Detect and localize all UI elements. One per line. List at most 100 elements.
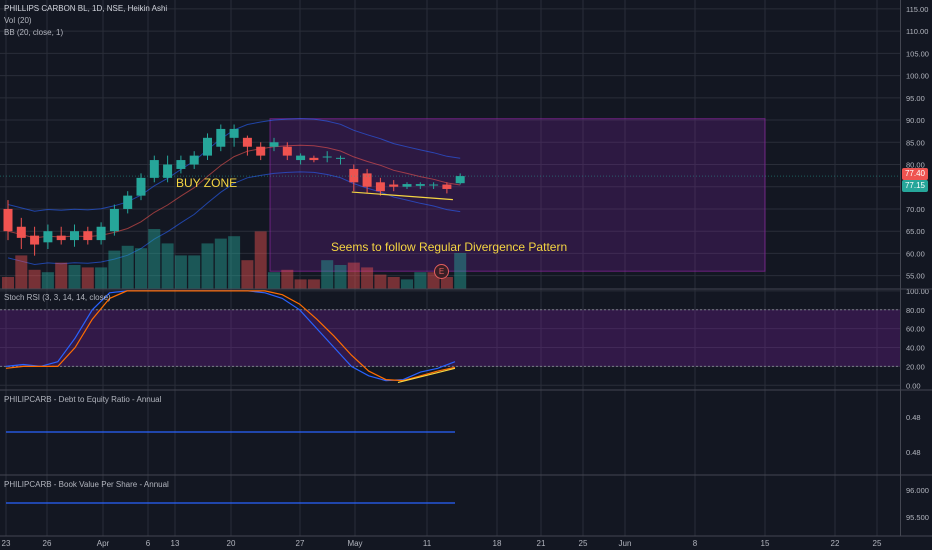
volume-bar <box>374 274 387 289</box>
x-tick-label: 25 <box>873 539 882 548</box>
stoch-tick-label: 40.00 <box>906 344 925 353</box>
x-tick-label: 21 <box>537 539 546 548</box>
candle-body <box>189 155 199 165</box>
volume-bar <box>55 262 68 289</box>
volume-bar <box>307 279 320 289</box>
volume-bar <box>188 255 201 289</box>
y-tick-label: 90.00 <box>906 116 925 125</box>
divergence-trendline <box>351 191 453 201</box>
pane-separators[interactable] <box>0 0 932 537</box>
candle-body <box>429 184 439 186</box>
stoch-divergence-line <box>397 367 456 384</box>
volume-bar <box>41 272 54 289</box>
main-legend: PHILLIPS CARBON BL, 1D, NSE, Heikin Ashi… <box>4 3 167 39</box>
candle-body <box>43 231 53 243</box>
bb-legend: BB (20, close, 1) <box>4 28 64 37</box>
y-tick-label: 70.00 <box>906 205 925 214</box>
volume-legend: Vol (20) <box>4 16 32 25</box>
volume-bar <box>254 231 267 289</box>
volume-bar <box>401 279 413 289</box>
candle-body <box>3 208 13 232</box>
volume-bar <box>334 265 347 289</box>
candle-body <box>216 128 226 147</box>
bv-tick-label: 95.500 <box>906 513 929 522</box>
y-tick-label: 105.00 <box>906 49 929 58</box>
stoch-d-line <box>5 290 456 382</box>
volume-bar <box>15 255 28 289</box>
volume-bar <box>2 277 14 289</box>
volume-bar <box>387 277 400 289</box>
volume-bar <box>321 260 334 289</box>
stoch-tick-label: 0.00 <box>906 381 921 390</box>
candle-body <box>203 137 212 156</box>
candle-body <box>176 160 186 169</box>
buy-zone-annotation[interactable]: BUY ZONE <box>176 176 238 190</box>
candle-body <box>256 146 266 156</box>
x-tick-label: 27 <box>296 539 305 548</box>
candle-body <box>296 155 306 161</box>
candle-body <box>96 226 106 241</box>
volume-bar <box>454 253 467 289</box>
stoch-tick-label: 100.00 <box>906 287 929 296</box>
volume-bar <box>148 229 161 289</box>
candle-body <box>362 173 372 187</box>
volume-bar <box>201 243 214 289</box>
earnings-icon[interactable]: E <box>434 264 449 279</box>
volume-bar <box>347 262 360 289</box>
volume-bar <box>108 250 121 289</box>
candle-body <box>242 137 252 147</box>
volume-bar <box>294 279 307 289</box>
x-tick-label: 25 <box>579 539 588 548</box>
candle-body <box>16 226 26 238</box>
volume-bar <box>268 272 280 289</box>
y-tick-label: 115.00 <box>906 5 928 14</box>
volume-bar <box>121 245 134 289</box>
y-tick-label: 65.00 <box>906 227 925 236</box>
stoch-band <box>0 309 900 367</box>
candle-body <box>149 160 159 178</box>
volume-bar <box>174 255 187 289</box>
x-tick-label: 13 <box>171 539 180 548</box>
candle-body <box>455 176 465 184</box>
x-tick-label: 20 <box>227 539 236 548</box>
candle-body <box>336 157 345 159</box>
x-tick-label: Apr <box>97 539 110 548</box>
candle-body <box>229 128 239 138</box>
x-tick-label: 26 <box>43 539 52 548</box>
y-tick-label: 110.00 <box>906 27 928 36</box>
volume-bar <box>361 267 374 289</box>
y-tick-label: 55.00 <box>906 272 925 281</box>
y-tick-label: 80.00 <box>906 161 925 170</box>
candles-layer <box>0 124 900 256</box>
volume-bar <box>68 265 81 289</box>
candle-body <box>309 157 319 161</box>
volume-bar <box>135 248 147 289</box>
y-tick-label: 95.00 <box>906 94 925 103</box>
x-tick-label: 6 <box>146 539 151 548</box>
volume-bar <box>28 269 41 289</box>
de-tick-label: 0.48 <box>906 413 921 422</box>
y-tick-label: 60.00 <box>906 249 925 258</box>
candle-body <box>136 177 146 196</box>
divergence-annotation[interactable]: Seems to follow Regular Divergence Patte… <box>331 240 568 254</box>
candle-body <box>389 184 399 187</box>
volume-layer <box>2 229 467 289</box>
volume-bar <box>414 272 427 289</box>
candle-body <box>83 231 93 241</box>
y-tick-label: 85.00 <box>906 138 925 147</box>
price-badge-second: 77.15 <box>902 180 928 192</box>
candle-body <box>322 156 332 158</box>
x-tick-label: 15 <box>761 539 770 548</box>
bb-lower-line <box>7 171 461 266</box>
volume-bar <box>281 269 294 289</box>
volume-bar <box>161 243 174 289</box>
bv-tick-label: 96.000 <box>906 486 929 495</box>
price-badge-current: 77.40 <box>902 168 928 180</box>
x-tick-label: May <box>347 539 362 548</box>
candle-body <box>269 142 279 147</box>
candle-body <box>163 164 173 178</box>
x-tick-label: 23 <box>2 539 11 548</box>
candle-body <box>56 235 66 241</box>
